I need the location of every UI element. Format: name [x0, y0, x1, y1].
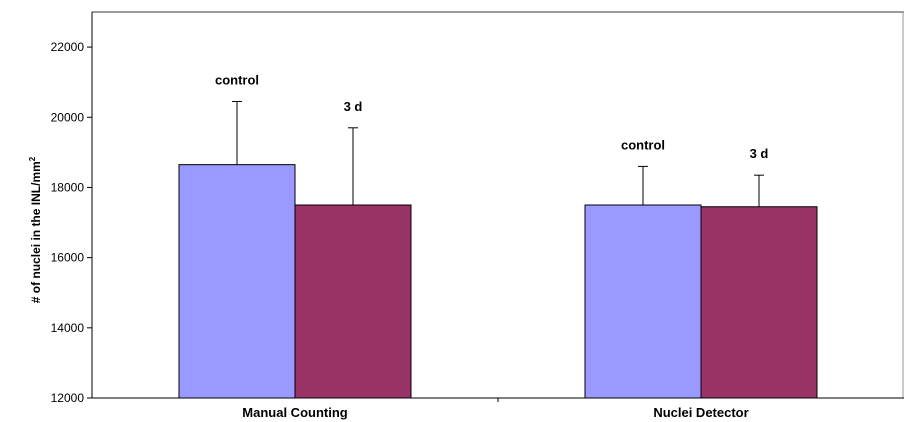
y-axis-ticks: 12000 14000 16000 18000 20000 22000 — [51, 40, 92, 405]
error-bars-group — [232, 100, 764, 207]
bar — [294, 204, 412, 399]
y-tick-label: 22000 — [51, 40, 85, 54]
bar-data-label: 3 d — [344, 99, 363, 114]
y-tick-label: 12000 — [51, 391, 85, 405]
y-tick-label: 16000 — [51, 251, 85, 265]
bar — [584, 204, 702, 399]
category-label: Manual Counting — [242, 405, 347, 420]
bar-data-label: control — [621, 137, 665, 152]
bar-labels-group: control 3 d control 3 d — [215, 72, 768, 161]
y-axis-title: # of nuclei in the INL/mm2 — [28, 156, 43, 303]
category-label: Nuclei Detector — [653, 405, 748, 420]
y-axis-title-superscript: 2 — [28, 156, 37, 161]
y-tick-label: 18000 — [51, 180, 85, 194]
bar — [178, 164, 296, 399]
y-tick-label: 20000 — [51, 110, 85, 124]
y-tick-label: 14000 — [51, 321, 85, 335]
bar-data-label: control — [215, 72, 259, 87]
bar-data-label: 3 d — [750, 146, 769, 161]
bar — [700, 206, 818, 399]
y-axis-title-text: # of nuclei in the INL/mm — [29, 161, 43, 303]
bars-group — [178, 164, 818, 399]
category-labels-group: Manual Counting Nuclei Detector — [242, 405, 748, 420]
